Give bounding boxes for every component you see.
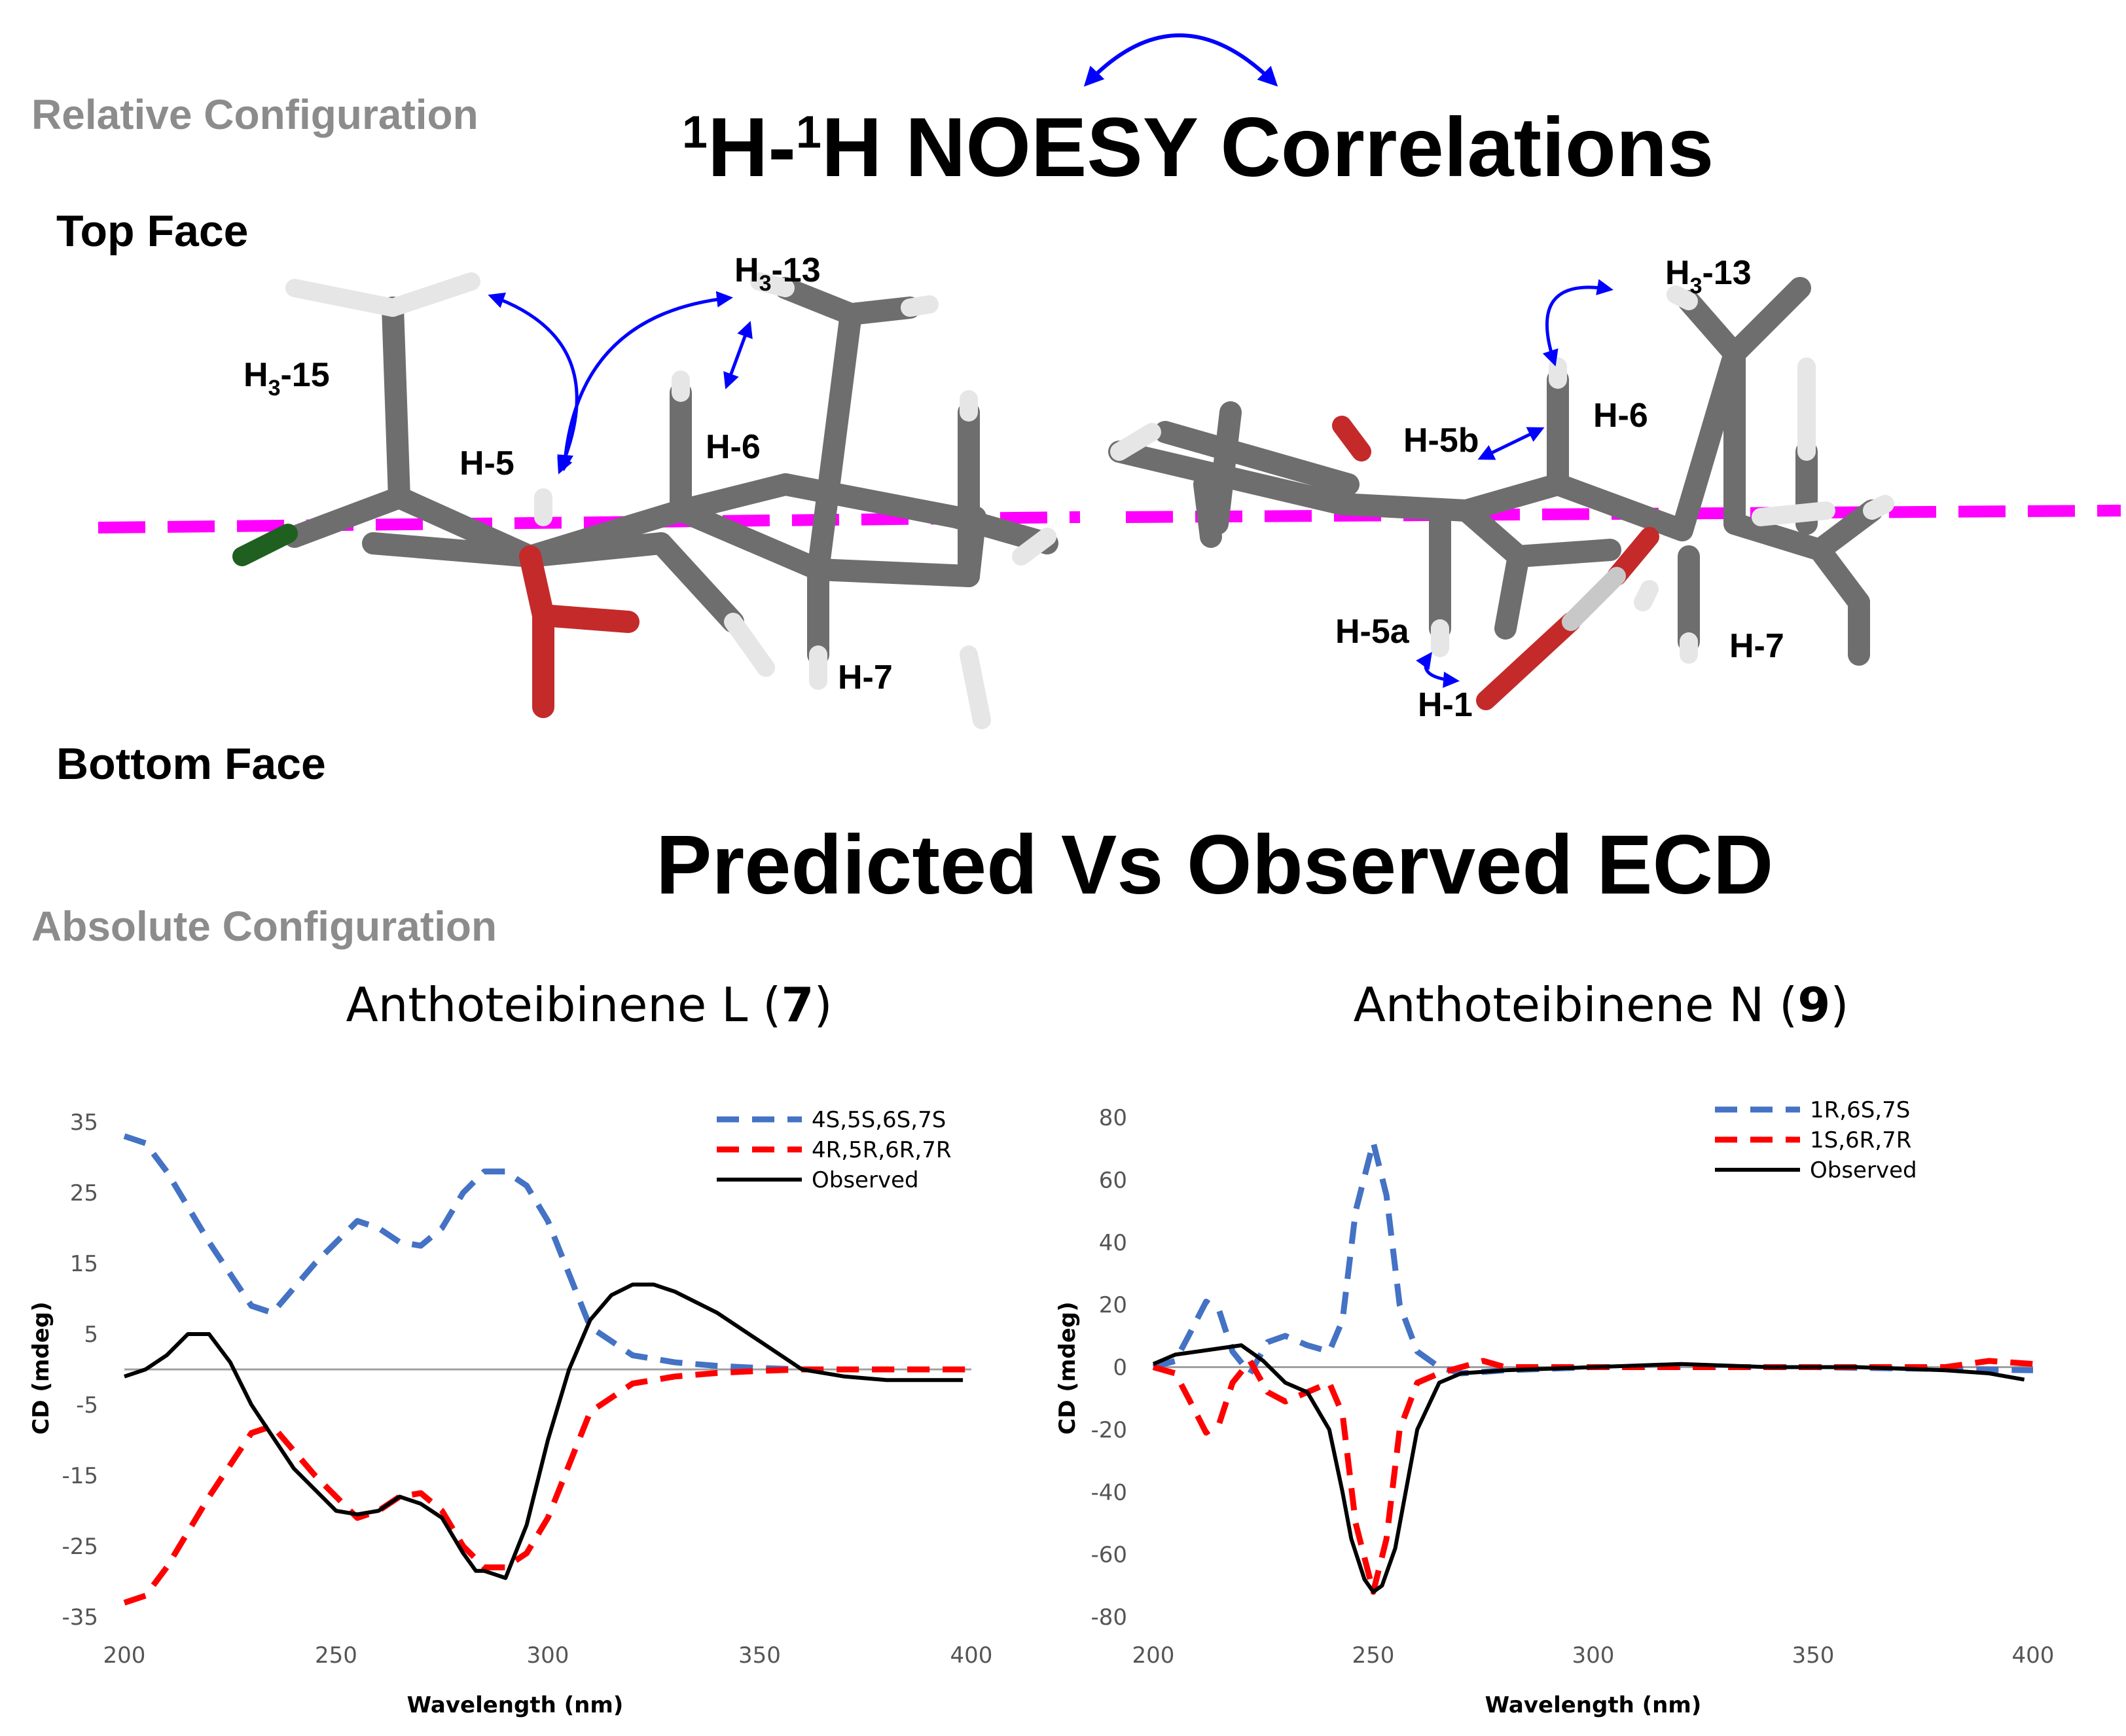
noesy-title-part-1: H- [707, 101, 796, 194]
chart-anthoteibinene-n: Anthoteibinene N (9) 806040200-20-40-60-… [1054, 977, 2054, 1718]
left-noe-arrow-h13-h6 [723, 321, 753, 389]
left-label-h3-13: H3-13 [734, 251, 821, 296]
c2-ytick-label: 80 [1099, 1105, 1127, 1131]
right-noe-arrow-h5b-h6 [1477, 427, 1545, 460]
noesy-legend-arrow [1083, 33, 1278, 87]
c1-ytick-label: 25 [70, 1180, 98, 1206]
top-face-label: Top Face [56, 206, 249, 256]
c1-xtick-label: 250 [315, 1642, 357, 1669]
right-noe-arrow-h13-h6 [1542, 279, 1613, 367]
c2-ytick-label: -40 [1090, 1479, 1127, 1506]
c2-ytick-label: 20 [1099, 1292, 1127, 1318]
c1-legend-label-3: Observed [812, 1167, 919, 1193]
left-noe-arrow-h13-h5 [557, 291, 733, 471]
c2-xtick-label: 400 [2012, 1642, 2055, 1669]
c1-xtick-label: 200 [103, 1642, 146, 1669]
right-label-h5a: H-5a [1335, 613, 1410, 651]
c1-ytick-label: 35 [70, 1110, 98, 1136]
right-label-h7: H-7 [1729, 627, 1784, 665]
c1-series-line-3 [124, 1282, 964, 1580]
right-noe-arrow-h5a-h1 [1416, 651, 1460, 688]
c2-xtick-label: 300 [1572, 1642, 1615, 1669]
c2-ytick-label: 40 [1099, 1230, 1127, 1256]
c2-series-line-2 [1152, 1358, 2034, 1595]
c1-xtick-label: 350 [738, 1642, 781, 1669]
c1-ytick-label: -25 [62, 1534, 98, 1560]
c1-series-line-2 [123, 1366, 971, 1606]
c1-ytick-label: -15 [62, 1463, 98, 1489]
c1-ytick-label: 15 [70, 1251, 98, 1277]
right-label-h6: H-6 [1593, 397, 1648, 435]
relative-configuration-heading: Relative Configuration [31, 91, 478, 138]
c1-legend-label-2: 4R,5R,6R,7R [812, 1137, 951, 1163]
chart2-title: Anthoteibinene N (9) [1354, 977, 1849, 1032]
noesy-title-part-2: H NOESY Correlations [821, 101, 1714, 194]
c2-ytick-label: -80 [1090, 1604, 1127, 1631]
right-label-h3-13: H3-13 [1665, 254, 1752, 298]
c2-xtick-label: 350 [1792, 1642, 1835, 1669]
c1-series-line-1 [123, 1133, 971, 1373]
chart1-title: Anthoteibinene L (7) [346, 977, 832, 1032]
chart2-ylabel: CD (mdeg) [1054, 1301, 1081, 1434]
ecd-title: Predicted Vs Observed ECD [656, 818, 1774, 912]
chart1-ylabel: CD (mdeg) [28, 1301, 54, 1434]
c2-series-line-3 [1152, 1343, 2025, 1594]
c2-ytick-label: 60 [1099, 1167, 1127, 1193]
noesy-title: 1H-1H NOESY Correlations [682, 99, 1714, 196]
chart1-xlabel: Wavelength (nm) [407, 1692, 624, 1718]
c1-legend-label-1: 4S,5S,6S,7S [812, 1107, 946, 1133]
c1-ytick-label: 5 [84, 1322, 98, 1348]
c2-legend-label-3: Observed [1810, 1157, 1917, 1184]
right-molecule-model [1108, 277, 1894, 710]
absolute-configuration-heading: Absolute Configuration [31, 903, 497, 950]
noesy-title-superscript-2: 1 [796, 106, 821, 158]
c1-xtick-label: 400 [950, 1642, 993, 1669]
c2-ytick-label: -60 [1090, 1542, 1127, 1568]
c2-xtick-label: 250 [1352, 1642, 1395, 1669]
right-label-h5b: H-5b [1403, 422, 1479, 460]
noesy-title-superscript-1: 1 [682, 106, 708, 158]
c1-ytick-label: -35 [62, 1604, 98, 1631]
left-label-h5: H-5 [459, 444, 514, 482]
c2-ytick-label: -20 [1090, 1417, 1127, 1443]
c2-ytick-label: 0 [1113, 1355, 1127, 1381]
left-label-h7: H-7 [838, 659, 893, 696]
c1-ytick-label: -5 [76, 1392, 98, 1419]
chart2-xlabel: Wavelength (nm) [1485, 1692, 1702, 1718]
right-label-h1: H-1 [1418, 686, 1473, 724]
c2-xtick-label: 200 [1132, 1642, 1175, 1669]
c1-xtick-label: 300 [527, 1642, 569, 1669]
left-label-h3-15: H3-15 [243, 356, 330, 401]
bottom-face-label: Bottom Face [56, 739, 326, 789]
left-label-h6: H-6 [706, 428, 761, 466]
c2-legend-label-1: 1R,6S,7S [1810, 1097, 1910, 1123]
left-molecule-model [232, 272, 1058, 729]
chart-anthoteibinene-l: Anthoteibinene L (7) 3525155-5-15-25-352… [28, 977, 992, 1718]
c2-legend-label-2: 1S,6R,7R [1810, 1127, 1911, 1153]
left-mean-plane-line [98, 511, 1081, 533]
